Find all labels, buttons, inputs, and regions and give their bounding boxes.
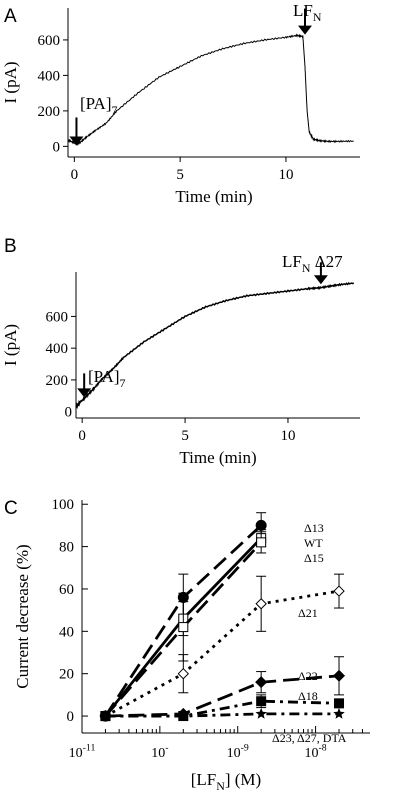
- panel-a-lfn-arrow: [297, 8, 312, 35]
- series-line: [104, 589, 340, 718]
- panel-b-y-label: I (pA): [1, 324, 20, 366]
- data-point: [255, 598, 267, 610]
- data-point: [334, 698, 345, 709]
- panel-b-y-tick-label: 0: [65, 405, 73, 421]
- panel-c-y-tick-label: 40: [59, 624, 74, 640]
- panel-c-y-tick-label: 80: [59, 540, 74, 556]
- panel-a-x-tick-label: 0: [71, 167, 79, 183]
- panel-b-x-tick-label: 5: [181, 428, 189, 444]
- panel-b-lfn-label: LFN Δ27: [282, 252, 343, 275]
- data-point: [255, 707, 267, 719]
- panel-b: 0 5 10 200 400 600 0 Time (min) I (pA) [PA]7 LFN Δ…: [1, 252, 360, 467]
- panel-c-letter: C: [4, 498, 18, 519]
- series-line: [105, 712, 339, 718]
- series-label-2: Δ15: [304, 551, 324, 565]
- panel-a-pa7-label: [PA]7: [80, 94, 118, 117]
- panel-b-lfn-arrow-head: [313, 275, 328, 285]
- series-label-4: Δ22: [298, 669, 318, 683]
- panel-b-pa7-arrow: [77, 373, 92, 398]
- panel-c-y-tick-label: 20: [59, 667, 74, 683]
- series-label-0: Δ13: [304, 521, 324, 535]
- panel-a-trace: [67, 33, 354, 147]
- panel-b-y-tick-label: 200: [46, 373, 69, 389]
- panel-c-y-tick-label: 60: [59, 582, 74, 598]
- data-point: [333, 669, 346, 682]
- series-6: [99, 707, 345, 721]
- panel-a-lfn-label: LFN: [293, 1, 322, 24]
- panel-b-x-tick-label: 0: [78, 428, 86, 444]
- panel-c-y-tick-label: 100: [52, 497, 75, 513]
- panel-c-x-tick-label: 10-11: [69, 743, 96, 761]
- data-point: [177, 710, 189, 721]
- panel-c-y-label: Current decrease (%): [13, 544, 32, 688]
- data-point: [333, 707, 345, 719]
- panel-b-lfn-arrow: [313, 262, 328, 285]
- data-point: [333, 585, 345, 597]
- panel-b-pa7-label: [PA]7: [88, 367, 126, 390]
- panel-b-pa7-arrow-head: [77, 388, 92, 398]
- panel-b-y-tick-label: 600: [46, 309, 69, 325]
- panel-b-x-tick-label: 10: [280, 428, 295, 444]
- panel-a: 0 5 10 0 200 400 600 Time (min) I (pA) [PA]7 LFN: [1, 1, 360, 206]
- panel-b-y-tick-label: 400: [46, 341, 69, 357]
- panel-c-x-label: [LFN] (M): [191, 770, 261, 793]
- panel-b-trace: [75, 282, 355, 410]
- panel-a-x-tick-label: 5: [176, 167, 184, 183]
- panel-a-lfn-arrow-head: [297, 25, 312, 35]
- panel-c-x-tick-label: 10-9: [227, 743, 249, 761]
- data-point: [256, 696, 267, 707]
- panel-a-letter: A: [4, 6, 17, 27]
- series-label-5: Δ18: [298, 689, 318, 703]
- panel-a-y-tick-label: 200: [38, 104, 61, 120]
- series-label-3: Δ21: [298, 606, 318, 620]
- panel-a-x-tick-label: 10: [278, 167, 293, 183]
- panel-a-pa7-arrow-head: [69, 136, 84, 146]
- data-point: [178, 622, 189, 633]
- panel-c-x-tick-label: 10-: [151, 743, 168, 761]
- data-point: [255, 676, 268, 689]
- panel-a-y-tick-label: 600: [38, 33, 61, 49]
- panel-a-pa7-arrow: [69, 117, 84, 146]
- series-label-6: Δ23, Δ27, DTA: [272, 731, 347, 745]
- panel-b-x-label: Time (min): [179, 448, 256, 467]
- panel-c-x-tick-label: 10-8: [304, 743, 326, 761]
- data-point: [99, 710, 112, 721]
- panel-a-y-label: I (pA): [1, 61, 20, 103]
- panel-a-y-tick-label: 400: [38, 68, 61, 84]
- panel-a-y-tick-label: 0: [53, 139, 61, 155]
- data-point: [255, 519, 267, 531]
- panel-b-letter: B: [4, 236, 17, 257]
- data-point: [256, 537, 267, 548]
- panel-c-y-tick-label: 0: [67, 709, 75, 725]
- series-label-1: WT: [304, 536, 323, 550]
- data-point: [177, 667, 190, 680]
- panel-a-x-label: Time (min): [175, 187, 252, 206]
